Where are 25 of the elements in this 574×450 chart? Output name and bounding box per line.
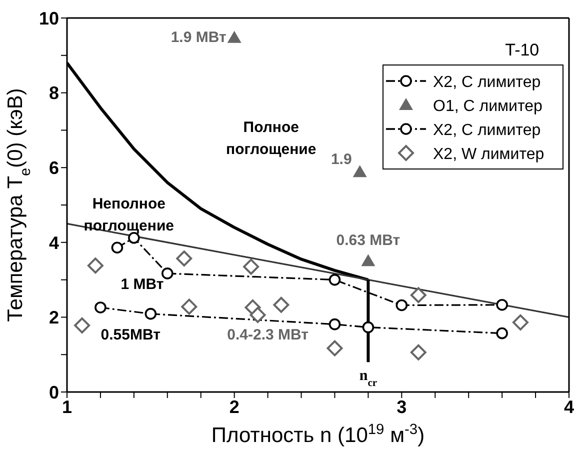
annotation: 0.4-2.3 МВт (227, 326, 308, 344)
legend-label: X2, C лимитер (433, 74, 541, 91)
legend-label: O1, C лимитер (433, 98, 542, 115)
y-tick-label: 6 (48, 158, 59, 178)
annotation: 0.63 МВт (336, 232, 400, 250)
annotation: Неполное поглощение (84, 196, 174, 235)
annotation: 0.55МВт (100, 326, 160, 344)
annotation: 1 МВт (120, 276, 164, 294)
x-tick-label: 3 (396, 396, 407, 417)
x-axis-title: Плотность n (10$^{19}$ м$^{-3}$) (211, 422, 425, 447)
annotation: T-10 (505, 40, 540, 60)
annotation: 1.9 МВт (170, 28, 226, 46)
annotation: Полное поглощение (226, 119, 316, 158)
y-tick-label: 8 (48, 83, 59, 104)
legend-label: X2, W лимитер (433, 146, 544, 163)
x-tick-label: 1 (62, 396, 72, 417)
x-tick-label: 2 (229, 396, 240, 417)
annotation: 1.9 (330, 151, 352, 168)
y-tick-label: 4 (48, 232, 59, 253)
y-tick-label: 10 (38, 8, 59, 28)
annotation: n$_{cr}$ (359, 368, 378, 389)
y-tick-label: 0 (48, 382, 59, 402)
x-tick-label: 4 (564, 396, 574, 417)
legend-label: X2, C лимитер (433, 122, 541, 139)
y-tick-label: 2 (48, 308, 59, 328)
